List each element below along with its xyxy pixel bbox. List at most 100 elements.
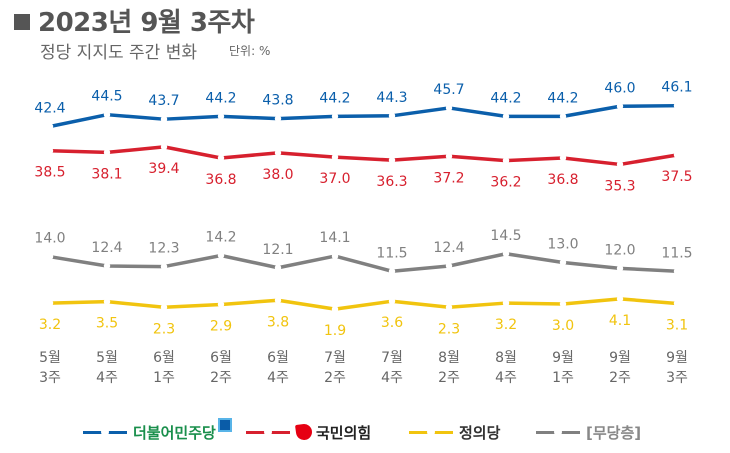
ppp-logo-icon <box>294 422 314 442</box>
data-label: 46.1 <box>661 80 692 96</box>
series-2: 38.5 38.1 39.4 36.8 38.0 37.0 36.3 37.2 36.2 36.8… <box>34 143 693 194</box>
x-tick-month: 5월 <box>96 350 118 366</box>
x-tick-week: 2주 <box>324 370 346 386</box>
x-tick-month: 8월 <box>438 350 460 366</box>
legend-swatch-jus <box>409 428 453 436</box>
data-label: 38.1 <box>91 166 122 182</box>
data-label: 2.3 <box>438 321 460 337</box>
data-label: 14.0 <box>34 231 65 247</box>
data-point <box>673 300 681 307</box>
data-label: 39.4 <box>148 161 179 177</box>
data-point <box>217 252 225 259</box>
data-point <box>274 149 282 157</box>
data-point <box>673 268 681 275</box>
series-line <box>49 145 678 167</box>
legend-label-ind: [무당층] <box>586 423 642 442</box>
x-tick-month: 5월 <box>39 350 61 366</box>
legend-item-jus: 정의당 <box>409 418 500 446</box>
x-tick-month: 6월 <box>210 350 232 366</box>
data-label: 4.1 <box>609 313 631 329</box>
data-label: 36.8 <box>547 172 578 188</box>
x-tick-week: 4주 <box>495 370 517 386</box>
data-point <box>103 298 111 305</box>
data-label: 44.3 <box>376 90 407 106</box>
data-label: 2.9 <box>210 318 232 334</box>
data-point <box>445 104 453 112</box>
data-label: 11.5 <box>661 245 692 261</box>
data-point <box>331 153 339 161</box>
data-label: 12.1 <box>262 242 293 258</box>
data-label: 35.3 <box>604 178 635 194</box>
legend-item-ind: [무당층] <box>536 418 641 446</box>
series-1: 42.4 44.5 43.7 44.2 43.8 44.2 44.3 45.7 44.2 44.2… <box>34 80 693 130</box>
unit-label: 단위: % <box>229 44 271 58</box>
x-tick-week: 4주 <box>381 370 403 386</box>
data-label: 45.7 <box>433 82 464 98</box>
series-4: 3.2 3.5 2.3 2.9 3.8 1.9 3.6 2.3 3.2 3.0 4.1 3.1 <box>39 295 688 339</box>
x-tick-week: 1주 <box>153 370 175 386</box>
data-point <box>502 157 510 164</box>
data-label: 46.0 <box>604 80 635 96</box>
data-point <box>46 123 54 130</box>
data-point <box>616 103 624 110</box>
data-point <box>445 153 453 160</box>
x-tick-week: 2주 <box>438 370 460 386</box>
data-point <box>331 252 339 260</box>
legend-swatch-dpk <box>83 428 127 436</box>
data-point <box>217 301 225 308</box>
data-label: 3.2 <box>39 317 61 333</box>
title-bullet <box>14 14 30 30</box>
data-point <box>616 295 624 303</box>
legend-swatch-ppp <box>246 428 290 436</box>
data-point <box>274 115 282 122</box>
data-label: 42.4 <box>34 101 65 117</box>
data-label: 14.5 <box>490 228 521 244</box>
data-point <box>559 259 567 266</box>
data-label: 37.5 <box>661 169 692 185</box>
data-point <box>616 161 624 168</box>
data-point <box>103 262 111 270</box>
data-point <box>388 112 396 120</box>
x-tick-week: 4주 <box>96 370 118 386</box>
x-tick-month: 6월 <box>153 350 175 366</box>
data-label: 3.6 <box>381 315 403 331</box>
data-label: 14.2 <box>205 230 236 246</box>
data-label: 2.3 <box>153 321 175 337</box>
data-label: 37.2 <box>433 170 464 186</box>
x-tick-month: 7월 <box>381 350 403 366</box>
data-point <box>559 113 567 120</box>
legend-item-ppp: 국민의힘 <box>246 418 371 446</box>
x-tick-week: 4주 <box>267 370 289 386</box>
data-label: 3.2 <box>495 317 517 333</box>
series-line <box>49 103 678 129</box>
dpk-logo-icon <box>217 418 232 432</box>
data-point <box>502 250 510 257</box>
data-point <box>274 264 282 271</box>
x-tick-month: 9월 <box>552 350 574 366</box>
data-label: 14.1 <box>319 230 350 246</box>
data-point <box>559 300 567 308</box>
data-point <box>46 253 54 260</box>
data-label: 3.1 <box>666 318 688 334</box>
data-point <box>103 149 111 156</box>
data-point <box>445 262 453 270</box>
series-3: 14.0 12.4 12.3 14.2 12.1 14.1 11.5 12.4 14.5 13.0… <box>34 228 693 275</box>
line-chart: 42.4 44.5 43.7 44.2 43.8 44.2 44.3 45.7 44.2 44.2… <box>34 80 693 386</box>
data-label: 43.8 <box>262 93 293 109</box>
x-tick-week: 3주 <box>39 370 61 386</box>
data-label: 44.2 <box>319 90 350 106</box>
data-point <box>331 113 339 120</box>
data-point <box>217 113 225 120</box>
data-point <box>160 304 168 311</box>
data-point <box>388 298 396 305</box>
chart-subtitle: 정당 지지도 주간 변화 <box>40 43 197 63</box>
x-tick-week: 3주 <box>666 370 688 386</box>
data-label: 44.2 <box>547 90 578 106</box>
data-point <box>331 305 339 313</box>
data-label: 3.8 <box>267 314 289 330</box>
data-point <box>502 113 510 120</box>
title-row: 2023년 9월 3주차 <box>14 2 255 39</box>
data-label: 44.5 <box>91 89 122 105</box>
data-label: 43.7 <box>148 93 179 109</box>
data-point <box>388 156 396 164</box>
